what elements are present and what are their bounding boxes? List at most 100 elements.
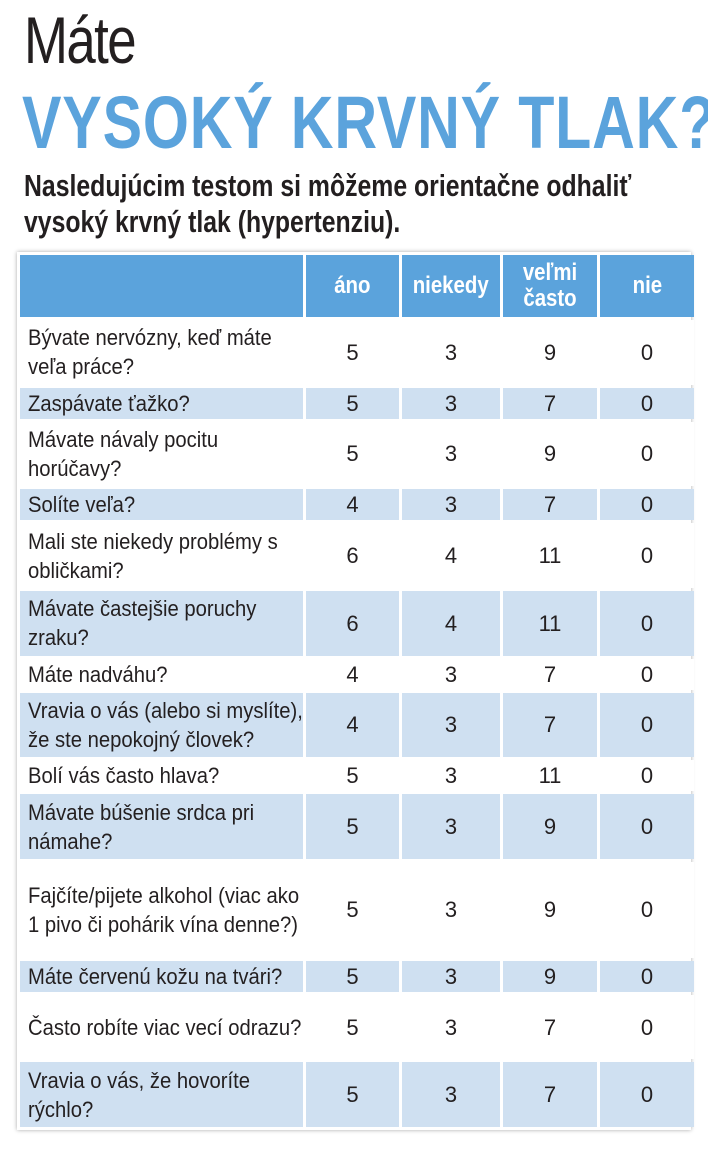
- header-question: [20, 255, 303, 317]
- question-text: Máte nadváhu?: [28, 661, 168, 687]
- table-row: Vravia o vás, že hovoríte rýchlo? 5 3 7 0: [20, 1062, 694, 1127]
- score-nie: 0: [600, 1062, 694, 1127]
- score-velmi-casto: 7: [503, 658, 597, 690]
- question-cell: Solíte veľa?: [20, 489, 303, 521]
- question-text: Mávate búšenie srdca pri námahe?: [28, 799, 255, 854]
- question-cell: Mávate častejšie poruchy zraku?: [20, 590, 303, 656]
- score-nie: 0: [600, 794, 694, 859]
- header-niekedy: niekedy: [402, 255, 500, 317]
- score-ano: 4: [306, 692, 399, 758]
- score-nie: 0: [600, 489, 694, 521]
- table-row: Mávate búšenie srdca pri námahe? 5 3 9 0: [20, 794, 694, 859]
- score-velmi-casto: 9: [503, 960, 597, 992]
- table-row: Fajčíte/pijete alkohol (viac ako 1 pivo …: [20, 861, 694, 958]
- score-velmi-casto: 9: [503, 794, 597, 859]
- table-row: Mávate častejšie poruchy zraku? 6 4 11 0: [20, 590, 694, 656]
- question-cell: Mávate návaly pocitu horúčavy?: [20, 421, 303, 487]
- header-velmi-casto: veľmi často: [503, 255, 597, 317]
- question-cell: Fajčíte/pijete alkohol (viac ako 1 pivo …: [20, 861, 303, 958]
- score-nie: 0: [600, 590, 694, 656]
- score-nie: 0: [600, 421, 694, 487]
- table-row: Bývate nervózny, keď máte veľa práce? 5 3 9…: [20, 320, 694, 385]
- score-ano: 5: [306, 1062, 399, 1127]
- score-velmi-casto: 9: [503, 861, 597, 958]
- table-row: Bolí vás často hlava? 5 3 11 0: [20, 760, 694, 792]
- table-row: Mali ste niekedy problémy s obličkami? 6 4…: [20, 523, 694, 588]
- question-cell: Bývate nervózny, keď máte veľa práce?: [20, 320, 303, 385]
- score-velmi-casto: 9: [503, 320, 597, 385]
- table-header-row: áno niekedy veľmi často nie: [20, 255, 694, 317]
- score-ano: 5: [306, 320, 399, 385]
- score-niekedy: 3: [402, 1062, 500, 1127]
- score-niekedy: 3: [402, 692, 500, 758]
- score-velmi-casto: 7: [503, 994, 597, 1060]
- score-niekedy: 3: [402, 658, 500, 690]
- question-text: Vravia o vás, že hovoríte rýchlo?: [28, 1067, 251, 1122]
- score-velmi-casto: 7: [503, 387, 597, 419]
- question-cell: Máte červenú kožu na tvári?: [20, 960, 303, 992]
- question-cell: Máte nadváhu?: [20, 658, 303, 690]
- score-velmi-casto: 11: [503, 523, 597, 588]
- table-row: Vravia o vás (alebo si myslíte), že ste …: [20, 692, 694, 758]
- question-cell: Vravia o vás, že hovoríte rýchlo?: [20, 1062, 303, 1127]
- test-table: áno niekedy veľmi často nie Bývate nervó…: [17, 252, 697, 1130]
- score-nie: 0: [600, 387, 694, 419]
- score-ano: 5: [306, 794, 399, 859]
- score-niekedy: 3: [402, 960, 500, 992]
- question-cell: Zaspávate ťažko?: [20, 387, 303, 419]
- title-line-2: VYSOKÝ KRVNÝ TLAK?: [22, 81, 708, 164]
- question-cell: Bolí vás často hlava?: [20, 760, 303, 792]
- question-text: Zaspávate ťažko?: [28, 390, 190, 416]
- score-nie: 0: [600, 861, 694, 958]
- header-ano-label: áno: [334, 272, 371, 299]
- score-velmi-casto: 7: [503, 489, 597, 521]
- score-niekedy: 3: [402, 794, 500, 859]
- question-text: Solíte veľa?: [28, 492, 136, 518]
- score-velmi-casto: 7: [503, 1062, 597, 1127]
- question-text: Mávate častejšie poruchy zraku?: [28, 596, 257, 651]
- score-nie: 0: [600, 692, 694, 758]
- table-row: Máte nadváhu? 4 3 7 0: [20, 658, 694, 690]
- score-ano: 5: [306, 960, 399, 992]
- score-niekedy: 3: [402, 760, 500, 792]
- score-ano: 6: [306, 590, 399, 656]
- question-cell: Mávate búšenie srdca pri námahe?: [20, 794, 303, 859]
- score-nie: 0: [600, 658, 694, 690]
- score-velmi-casto: 11: [503, 590, 597, 656]
- score-niekedy: 4: [402, 590, 500, 656]
- score-ano: 4: [306, 658, 399, 690]
- score-nie: 0: [600, 994, 694, 1060]
- score-ano: 5: [306, 994, 399, 1060]
- score-niekedy: 3: [402, 387, 500, 419]
- header-nie: nie: [600, 255, 694, 317]
- score-nie: 0: [600, 960, 694, 992]
- score-niekedy: 4: [402, 523, 500, 588]
- title-line-1: Máte: [24, 3, 137, 77]
- question-cell: Často robíte viac vecí odrazu?: [20, 994, 303, 1060]
- subtitle: Nasledujúcim testom si môžeme orientačne…: [24, 168, 632, 239]
- score-ano: 5: [306, 861, 399, 958]
- header-niekedy-label: niekedy: [413, 272, 489, 299]
- question-text: Bolí vás často hlava?: [28, 763, 220, 789]
- score-velmi-casto: 9: [503, 421, 597, 487]
- score-niekedy: 3: [402, 421, 500, 487]
- score-velmi-casto: 11: [503, 760, 597, 792]
- score-nie: 0: [600, 760, 694, 792]
- score-niekedy: 3: [402, 489, 500, 521]
- table-row: Zaspávate ťažko? 5 3 7 0: [20, 387, 694, 419]
- question-text: Mali ste niekedy problémy s obličkami?: [28, 528, 278, 583]
- question-text: Vravia o vás (alebo si myslíte), že ste …: [28, 697, 303, 752]
- table-row: Máte červenú kožu na tvári? 5 3 9 0: [20, 960, 694, 992]
- score-ano: 5: [306, 421, 399, 487]
- test-table-container: áno niekedy veľmi často nie Bývate nervó…: [17, 252, 694, 1130]
- score-ano: 4: [306, 489, 399, 521]
- header-velmi-casto-label: veľmi často: [522, 259, 578, 312]
- table-row: Často robíte viac vecí odrazu? 5 3 7 0: [20, 994, 694, 1060]
- question-text: Mávate návaly pocitu horúčavy?: [28, 426, 219, 481]
- table-row: Mávate návaly pocitu horúčavy? 5 3 9 0: [20, 421, 694, 487]
- question-text: Často robíte viac vecí odrazu?: [28, 1014, 302, 1040]
- question-text: Bývate nervózny, keď máte veľa práce?: [28, 325, 272, 380]
- score-niekedy: 3: [402, 994, 500, 1060]
- score-nie: 0: [600, 320, 694, 385]
- question-text: Máte červenú kožu na tvári?: [28, 963, 283, 989]
